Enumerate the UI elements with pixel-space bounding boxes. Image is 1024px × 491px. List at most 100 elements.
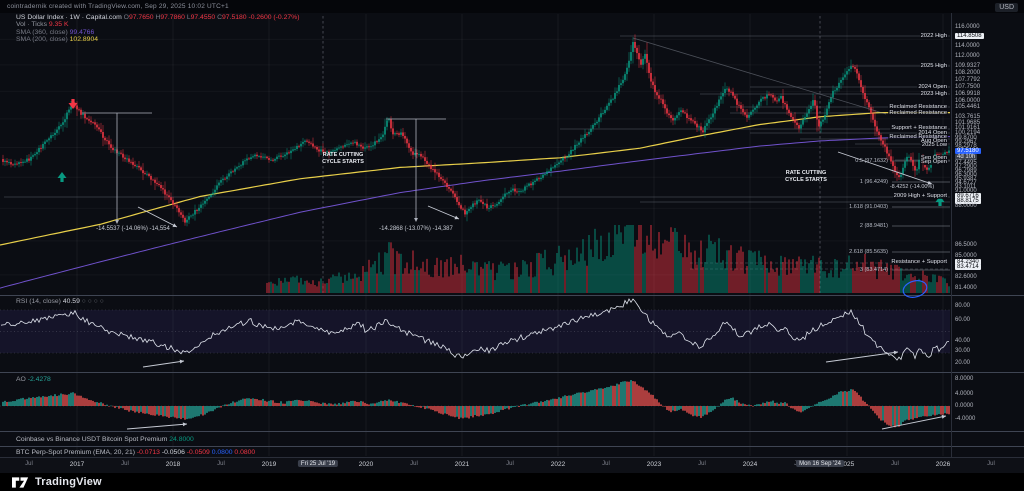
volume-bar [358, 276, 360, 293]
ao-bar [274, 402, 276, 406]
candle-body [706, 123, 708, 126]
volume-bar [272, 283, 274, 293]
ao-bar [310, 400, 312, 406]
ao-bar [92, 400, 94, 406]
candle-body [676, 115, 678, 118]
chart-canvas[interactable] [0, 13, 1024, 472]
ao-bar [840, 391, 842, 406]
legend-segment: ○ ○ ○ ○ [79, 298, 104, 305]
time-axis-label: Jul [506, 461, 514, 467]
ao-histogram [2, 380, 950, 428]
candle-body [496, 204, 498, 206]
volume-bar [930, 282, 932, 293]
coinbase-premium-pane-legend[interactable]: Coinbase vs Binance USDT Bitcoin Spot Pr… [16, 436, 194, 443]
legend-segment: Vol · Ticks [16, 21, 49, 29]
legend-segment: -0.2600 (-0.27%) [248, 14, 300, 21]
ao-bar [926, 406, 928, 417]
volume-bar [926, 275, 928, 293]
ao-bar [636, 384, 638, 406]
ao-bar [786, 403, 788, 406]
ao-bar [896, 406, 898, 427]
ao-bar [880, 406, 882, 421]
candle-body [424, 157, 426, 161]
currency-unit-button[interactable]: USD [995, 3, 1018, 12]
volume-bar [328, 278, 330, 293]
ao-bar [892, 406, 894, 426]
price-scale-label: 85.0000 [955, 253, 977, 259]
time-axis[interactable]: Jul 2017 Jul 2018 Jul 2019 2020 Jul 2021 Jul 2022 J… [0, 457, 1024, 474]
ao-bar [72, 392, 74, 406]
symbol-legend[interactable]: US Dollar Index · 1W · Capital.com O97.7… [16, 14, 299, 44]
ao-bar [884, 406, 886, 423]
volume-bar [706, 248, 708, 293]
ao-bar [252, 398, 254, 406]
candle-body [872, 113, 874, 120]
volume-bar [772, 269, 774, 293]
volume-bar [744, 273, 746, 293]
volume-bar [726, 250, 728, 293]
volume-bar [266, 282, 268, 293]
legend-row: AO -2.4278 [16, 376, 51, 383]
ao-bar [12, 401, 14, 406]
ao-bar [50, 395, 52, 406]
ao-bar [54, 394, 56, 406]
candle-body [2, 159, 4, 162]
ao-bar [886, 406, 888, 425]
volume-bar [276, 285, 278, 293]
volume-bar [758, 250, 760, 293]
candle-body [378, 139, 380, 142]
ao-bar [122, 406, 124, 409]
rsi-pane-legend[interactable]: RSI (14, close) 40.59 ○ ○ ○ ○ [16, 298, 104, 305]
volume-bar [296, 275, 298, 293]
volume-histogram [266, 225, 950, 293]
ao-bar [168, 406, 170, 418]
volume-bar [450, 257, 452, 293]
candle-body [684, 112, 686, 114]
chart-area[interactable] [0, 13, 1024, 472]
candle-body [760, 98, 762, 102]
volume-bar [790, 273, 792, 293]
volume-bar [826, 277, 828, 293]
volume-bar [630, 225, 632, 293]
candle-body [328, 151, 330, 154]
ao-bar [148, 406, 150, 415]
ao-bar [394, 401, 396, 406]
ao-bar [180, 406, 182, 420]
candle-body [308, 141, 310, 143]
volume-bar [710, 240, 712, 293]
ao-bar [858, 395, 860, 406]
price-scale-label: 91.0000 [955, 188, 977, 194]
candle-body [288, 152, 290, 154]
candle-body [540, 177, 542, 180]
btc-perp-spot-pane-legend[interactable]: BTC Perp-Spot Premium (EMA, 20, 21) -0.0… [16, 449, 255, 456]
ao-bar [864, 401, 866, 406]
price-scale[interactable]: 116.0000 114.8508 114.0000 112.0000 109.9327… [951, 13, 1024, 457]
tradingview-logo-icon[interactable] [12, 476, 29, 489]
candle-body [858, 73, 860, 81]
candle-body [40, 148, 42, 149]
ao-bar [106, 404, 108, 406]
volume-bar [708, 234, 710, 293]
ao-bar [244, 398, 246, 406]
price-scale-label: 81.4000 [955, 285, 977, 291]
ao-bar [660, 404, 662, 406]
price-scale-label: 106.0000 [955, 98, 981, 104]
volume-bar [814, 272, 816, 293]
candle-body [454, 193, 456, 198]
ao-bar [90, 400, 92, 406]
ao-bar [120, 406, 122, 409]
volume-bar [936, 282, 938, 293]
tradingview-brand-text[interactable]: TradingView [35, 476, 102, 488]
volume-bar [482, 268, 484, 293]
volume-bar [280, 280, 282, 293]
volume-bar [564, 255, 566, 293]
ao-bar [390, 400, 392, 406]
candle-body [520, 190, 522, 192]
candle-body [680, 110, 682, 113]
time-axis-label: 2020 [358, 461, 374, 468]
ao-bar [548, 400, 550, 406]
ao-pane-legend[interactable]: AO -2.4278 [16, 376, 51, 383]
candle-body [852, 66, 854, 68]
candle-body [208, 196, 210, 199]
ao-bar [792, 406, 794, 409]
